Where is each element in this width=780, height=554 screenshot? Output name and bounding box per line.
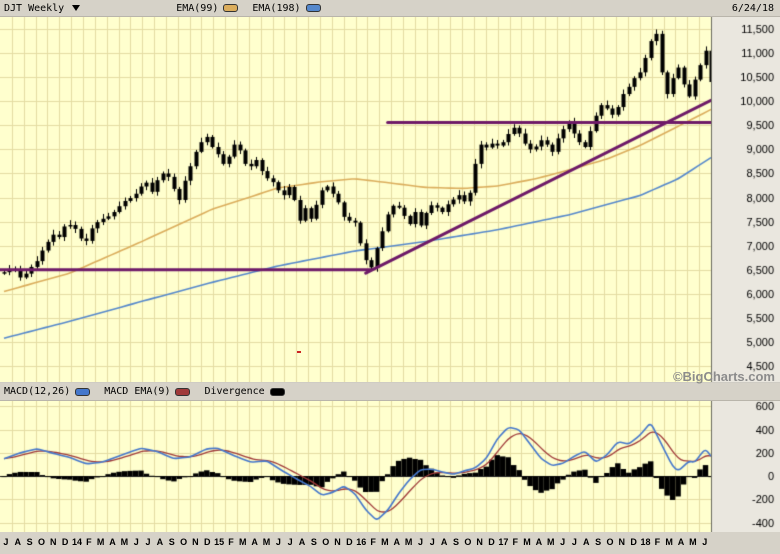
month-label: M xyxy=(96,537,105,547)
ema99-color-swatch xyxy=(223,4,239,12)
month-label: N xyxy=(476,537,483,547)
macd-chart-canvas xyxy=(0,401,780,532)
month-label: S xyxy=(452,537,459,547)
month-label: S xyxy=(26,537,33,547)
month-label: F xyxy=(512,537,518,547)
month-label: A xyxy=(109,537,116,547)
ema198-label: EMA(198) xyxy=(252,2,301,14)
month-label: N xyxy=(192,537,199,547)
ema198-color-swatch xyxy=(305,4,321,12)
month-label: 16 xyxy=(356,537,367,547)
month-label: J xyxy=(3,537,9,547)
legend-ema99: EMA(99) xyxy=(176,2,239,14)
month-label: O xyxy=(464,537,472,547)
macd-label: MACD(12,26) xyxy=(4,386,71,397)
bigcharts-watermark: ©BigCharts.com xyxy=(672,369,775,384)
month-label: F xyxy=(654,537,661,547)
month-label: M xyxy=(689,537,697,547)
month-label: M xyxy=(665,537,673,547)
month-label: J xyxy=(560,537,566,547)
legend-macd-signal: MACD EMA(9) xyxy=(104,386,191,397)
time-axis-labels: J A S O N D 14 F M A M J J A S O N D 15 F M A M J J A S O N D 16 F M A M J J… xyxy=(0,537,711,547)
time-axis: J A S O N D 14 F M A M J J A S O N D 15 F M A M J J A S O N D 16 F M A M J J… xyxy=(0,532,780,554)
month-label: D xyxy=(488,537,495,547)
month-label: A xyxy=(535,537,543,547)
month-label: A xyxy=(251,537,258,547)
month-label: A xyxy=(156,537,164,547)
month-label: F xyxy=(228,537,234,547)
divergence-label: Divergence xyxy=(204,386,265,397)
month-label: A xyxy=(583,537,590,547)
stray-red-mark xyxy=(297,351,301,353)
macd-signal-color-swatch xyxy=(175,387,191,396)
month-label: J xyxy=(287,537,293,547)
month-label: D xyxy=(346,537,353,547)
month-label: F xyxy=(86,537,92,547)
chart-date-label: 6/24/18 xyxy=(731,2,774,14)
month-label: D xyxy=(61,537,69,547)
legend-divergence: Divergence xyxy=(204,386,285,397)
month-label: O xyxy=(37,537,45,547)
month-label: F xyxy=(370,537,376,547)
month-label: M xyxy=(546,537,555,547)
down-arrow-icon xyxy=(72,5,81,11)
month-label: O xyxy=(606,537,614,547)
month-label: 17 xyxy=(498,537,509,547)
month-label: M xyxy=(262,537,271,547)
month-label: J xyxy=(275,537,281,547)
ema99-label: EMA(99) xyxy=(176,2,219,14)
month-label: M xyxy=(523,537,531,547)
month-label: O xyxy=(180,537,188,547)
month-label: 15 xyxy=(214,537,225,547)
month-label: J xyxy=(417,537,423,547)
month-label: D xyxy=(630,537,637,547)
month-label: D xyxy=(204,537,211,547)
month-label: S xyxy=(595,537,602,547)
month-label: J xyxy=(702,537,708,547)
month-label: A xyxy=(14,537,22,547)
month-label: A xyxy=(677,537,685,547)
legend-macd: MACD(12,26) xyxy=(4,386,91,397)
price-legend-bar: DJT Weekly EMA(99) EMA(198) 6/24/18 xyxy=(0,0,780,17)
month-label: M xyxy=(239,537,247,547)
month-label: 18 xyxy=(640,537,651,547)
macd-color-swatch xyxy=(75,387,91,396)
month-label: M xyxy=(120,537,129,547)
legend-ema198: EMA(198) xyxy=(252,2,321,14)
month-label: N xyxy=(618,537,626,547)
divergence-color-swatch xyxy=(269,387,285,396)
month-label: N xyxy=(50,537,57,547)
macd-legend-bar: MACD(12,26) MACD EMA(9) Divergence xyxy=(0,382,780,401)
month-label: S xyxy=(168,537,175,547)
month-label: O xyxy=(322,537,330,547)
month-label: J xyxy=(571,537,577,547)
month-label: A xyxy=(393,537,401,547)
month-label: 14 xyxy=(71,537,82,547)
month-label: M xyxy=(381,537,389,547)
symbol-title: DJT Weekly xyxy=(4,2,65,14)
macd-signal-label: MACD EMA(9) xyxy=(104,386,171,397)
month-label: N xyxy=(334,537,341,547)
month-label: J xyxy=(133,537,139,547)
month-label: S xyxy=(310,537,317,547)
month-label: J xyxy=(429,537,435,547)
month-label: J xyxy=(145,537,151,547)
month-label: A xyxy=(298,537,306,547)
month-label: A xyxy=(440,537,448,547)
price-chart-canvas xyxy=(0,17,780,382)
month-label: M xyxy=(404,537,413,547)
